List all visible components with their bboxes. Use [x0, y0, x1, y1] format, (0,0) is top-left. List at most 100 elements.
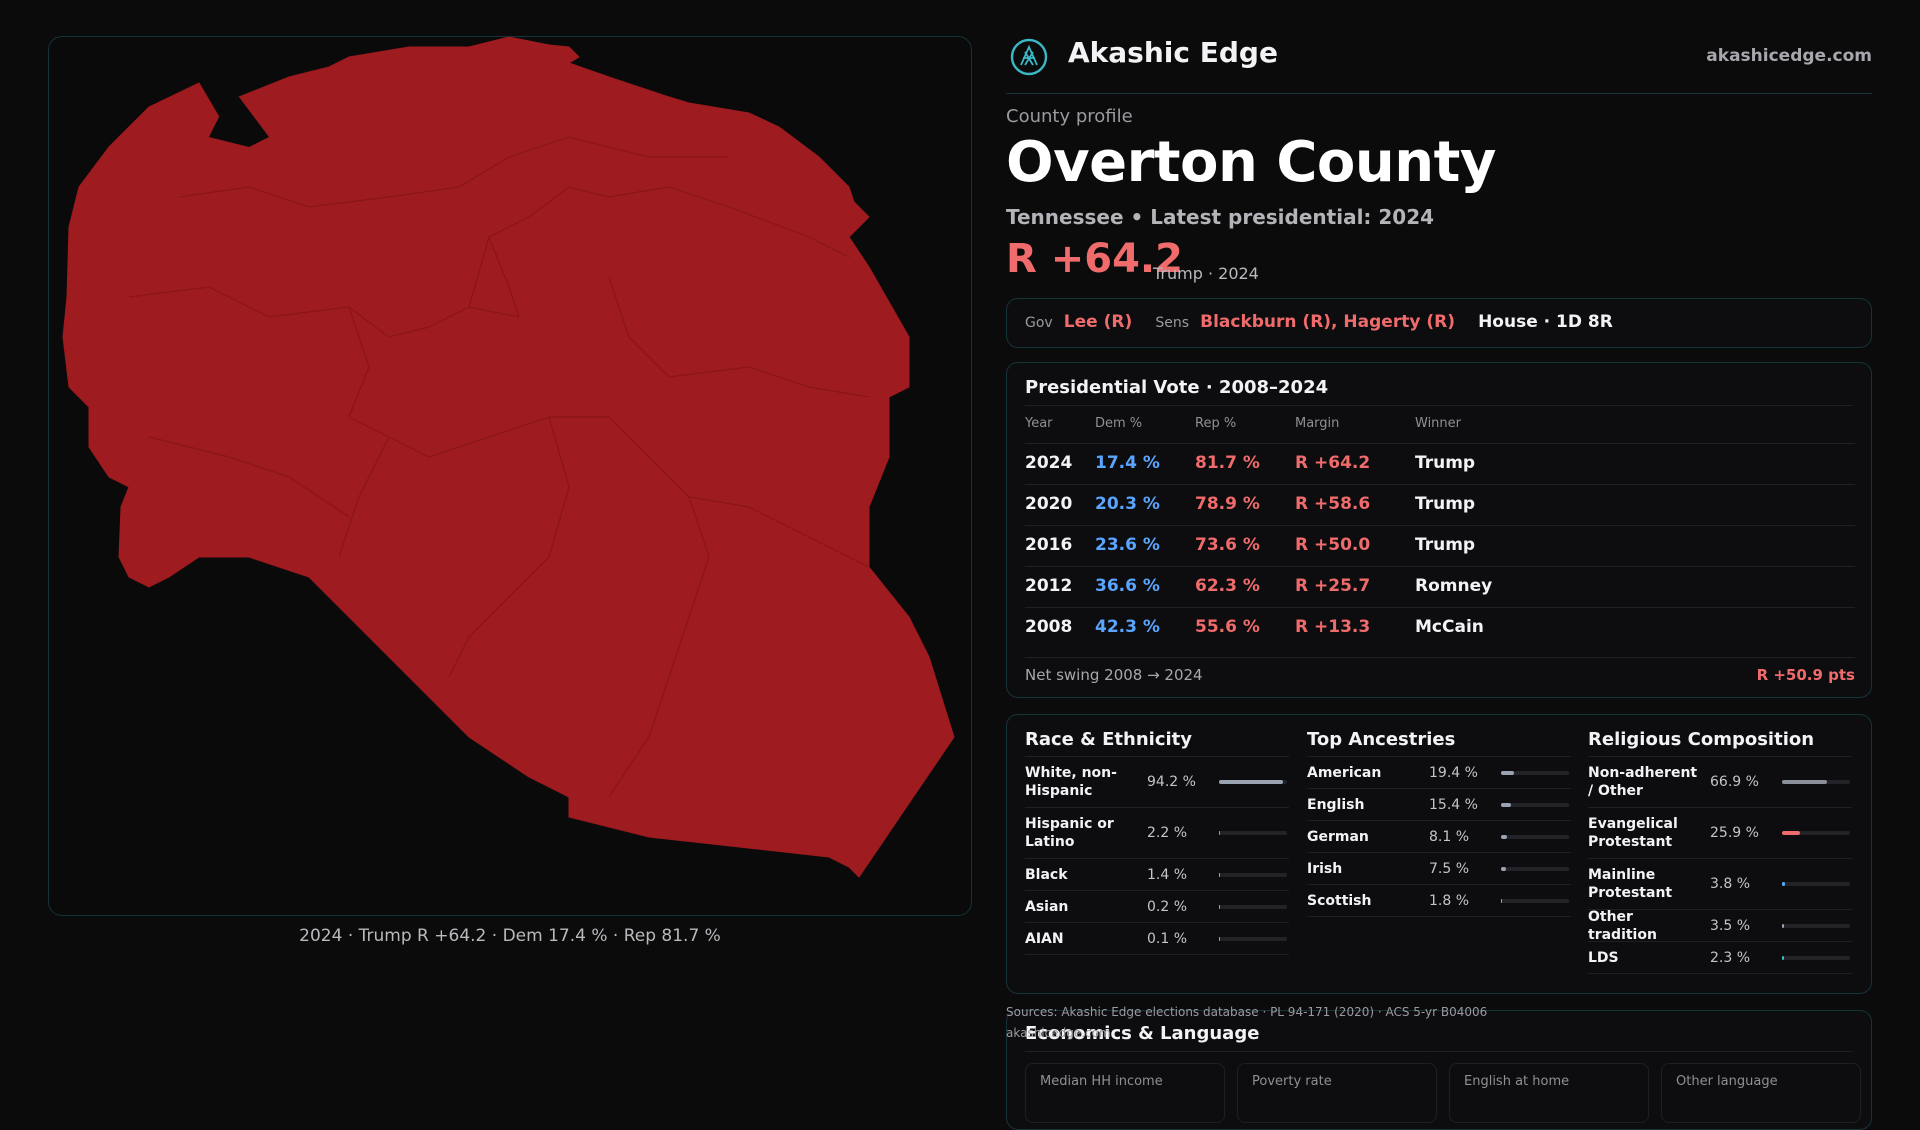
sources-site: akashicedge.com: [1006, 1026, 1111, 1040]
list-item: AIAN 0.1 %: [1025, 923, 1289, 955]
item-value: 3.8 %: [1710, 876, 1751, 892]
cell-dem: 20.3 %: [1095, 494, 1160, 514]
cell-rep: 78.9 %: [1195, 494, 1260, 514]
cell-year: 2020: [1025, 494, 1073, 514]
economics-title: Economics & Language: [1025, 1023, 1260, 1044]
share-bar: [1501, 898, 1569, 903]
religion-column: Religious Composition Non-adherent / Oth…: [1588, 729, 1852, 974]
column-header-dem: Dem %: [1095, 416, 1143, 431]
item-value: 7.5 %: [1429, 860, 1470, 877]
econ-tile-label: Other language: [1676, 1074, 1778, 1089]
item-label: AIAN: [1025, 930, 1064, 947]
cell-dem: 17.4 %: [1095, 453, 1160, 473]
share-bar-fill: [1501, 834, 1507, 839]
share-bar-fill: [1782, 882, 1785, 886]
share-bar: [1501, 866, 1569, 871]
share-bar-fill: [1219, 831, 1221, 835]
cell-dem: 23.6 %: [1095, 535, 1160, 555]
divider: [1025, 405, 1853, 406]
list-item: English 15.4 %: [1307, 789, 1571, 821]
table-row: 2012 36.6 % 62.3 % R +25.7 Romney: [1025, 566, 1855, 607]
share-bar: [1219, 904, 1287, 909]
share-bar: [1219, 872, 1287, 877]
cell-margin: R +58.6: [1295, 494, 1371, 514]
list-item: Evangelical Protestant 25.9 %: [1588, 808, 1852, 859]
share-bar: [1219, 831, 1287, 835]
item-label: Mainline Protestant: [1588, 867, 1673, 901]
item-label: German: [1307, 828, 1369, 845]
share-bar: [1782, 780, 1850, 784]
item-label: Black: [1025, 866, 1068, 883]
cell-rep: 62.3 %: [1195, 576, 1260, 596]
column-header-winner: Winner: [1415, 416, 1462, 431]
race-ethnicity-title: Race & Ethnicity: [1025, 729, 1289, 757]
cell-dem: 42.3 %: [1095, 617, 1160, 637]
item-label: LDS: [1588, 949, 1619, 966]
demographics-card: Race & Ethnicity White, non-Hispanic 94.2…: [1006, 714, 1872, 994]
table-header: Year Dem % Rep % Margin Winner: [1025, 413, 1855, 439]
county-map[interactable]: [49, 37, 972, 916]
house-delegation: House · 1D 8R: [1478, 312, 1613, 332]
item-value: 2.3 %: [1710, 949, 1751, 966]
list-item: Asian 0.2 %: [1025, 891, 1289, 923]
list-item: Irish 7.5 %: [1307, 853, 1571, 885]
share-bar: [1219, 780, 1287, 784]
brand-logo-icon[interactable]: [1010, 38, 1048, 76]
cell-winner: Trump: [1415, 494, 1476, 514]
share-bar-fill: [1782, 923, 1785, 928]
list-item: Scottish 1.8 %: [1307, 885, 1571, 917]
share-bar: [1782, 882, 1850, 886]
list-item: White, non-Hispanic 94.2 %: [1025, 757, 1289, 808]
column-header-margin: Margin: [1295, 416, 1340, 431]
column-header-year: Year: [1025, 416, 1053, 431]
officials-card: Gov Lee (R) Sens Blackburn (R), Hagerty …: [1006, 298, 1872, 348]
cell-year: 2024: [1025, 453, 1073, 473]
latest-margin-note: Trump · 2024: [1153, 264, 1259, 283]
presidential-title: Presidential Vote · 2008–2024: [1025, 377, 1329, 398]
share-bar: [1219, 936, 1287, 941]
cell-winner: Romney: [1415, 576, 1493, 596]
cell-margin: R +50.0: [1295, 535, 1371, 555]
share-bar-fill: [1219, 780, 1284, 784]
share-bar: [1501, 802, 1569, 807]
cell-margin: R +64.2: [1295, 453, 1371, 473]
share-bar: [1501, 834, 1569, 839]
cell-margin: R +13.3: [1295, 617, 1371, 637]
item-label: Scottish: [1307, 892, 1372, 909]
map-caption: 2024 · Trump R +64.2 · Dem 17.4 % · Rep …: [299, 926, 721, 946]
page-title: Overton County: [1006, 130, 1496, 195]
share-bar: [1782, 923, 1850, 928]
gov-label: Gov: [1025, 315, 1053, 331]
economics-card: Economics & Language Median HH income Po…: [1006, 1010, 1872, 1130]
county-shape[interactable]: [62, 37, 955, 878]
brand-url[interactable]: akashicedge.com: [1706, 46, 1872, 66]
net-swing-label: Net swing 2008 → 2024: [1025, 666, 1203, 684]
item-value: 1.4 %: [1147, 866, 1188, 883]
county-map-panel: [48, 36, 972, 916]
share-bar-fill: [1501, 802, 1512, 807]
share-bar-fill: [1501, 866, 1507, 871]
divider: [1025, 1051, 1853, 1052]
item-value: 25.9 %: [1710, 825, 1759, 841]
item-value: 94.2 %: [1147, 774, 1196, 790]
cell-year: 2016: [1025, 535, 1073, 555]
county-profile-panel: Akashic Edge akashicedge.com County prof…: [1006, 0, 1872, 1130]
econ-tile-label: Poverty rate: [1252, 1074, 1332, 1089]
race-ethnicity-column: Race & Ethnicity White, non-Hispanic 94.2…: [1025, 729, 1289, 955]
latest-margin: R +64.2: [1006, 236, 1183, 282]
item-value: 8.1 %: [1429, 828, 1470, 845]
profile-subtitle: Tennessee • Latest presidential: 2024: [1006, 205, 1435, 229]
subdivision-lines: [128, 136, 870, 798]
econ-tile: Poverty rate: [1237, 1063, 1437, 1123]
column-header-rep: Rep %: [1195, 416, 1237, 431]
net-swing-value: R +50.9 pts: [1756, 666, 1855, 684]
item-value: 3.5 %: [1710, 917, 1751, 934]
ancestries-column: Top Ancestries American 19.4 % English 15.4…: [1307, 729, 1571, 917]
econ-tile: Median HH income: [1025, 1063, 1225, 1123]
governor: Lee (R): [1063, 312, 1133, 332]
profile-eyebrow: County profile: [1006, 106, 1133, 127]
table-row: 2016 23.6 % 73.6 % R +50.0 Trump: [1025, 525, 1855, 566]
senators: Blackburn (R), Hagerty (R): [1200, 312, 1455, 332]
senators-label: Sens: [1155, 315, 1190, 331]
brand-name[interactable]: Akashic Edge: [1068, 36, 1278, 69]
